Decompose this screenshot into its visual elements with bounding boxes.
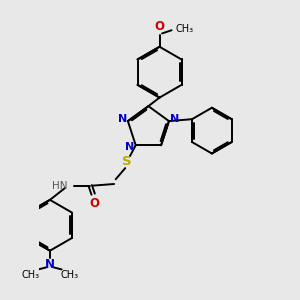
Text: N: N bbox=[170, 115, 179, 124]
Text: N: N bbox=[125, 142, 135, 152]
Text: CH₃: CH₃ bbox=[21, 270, 39, 280]
Text: O: O bbox=[154, 20, 164, 33]
Text: CH₃: CH₃ bbox=[61, 270, 79, 280]
Text: HN: HN bbox=[52, 181, 68, 190]
Text: N: N bbox=[118, 115, 127, 124]
Text: N: N bbox=[45, 257, 55, 271]
Text: CH₃: CH₃ bbox=[176, 24, 194, 34]
Text: O: O bbox=[89, 196, 99, 210]
Text: S: S bbox=[122, 155, 132, 168]
